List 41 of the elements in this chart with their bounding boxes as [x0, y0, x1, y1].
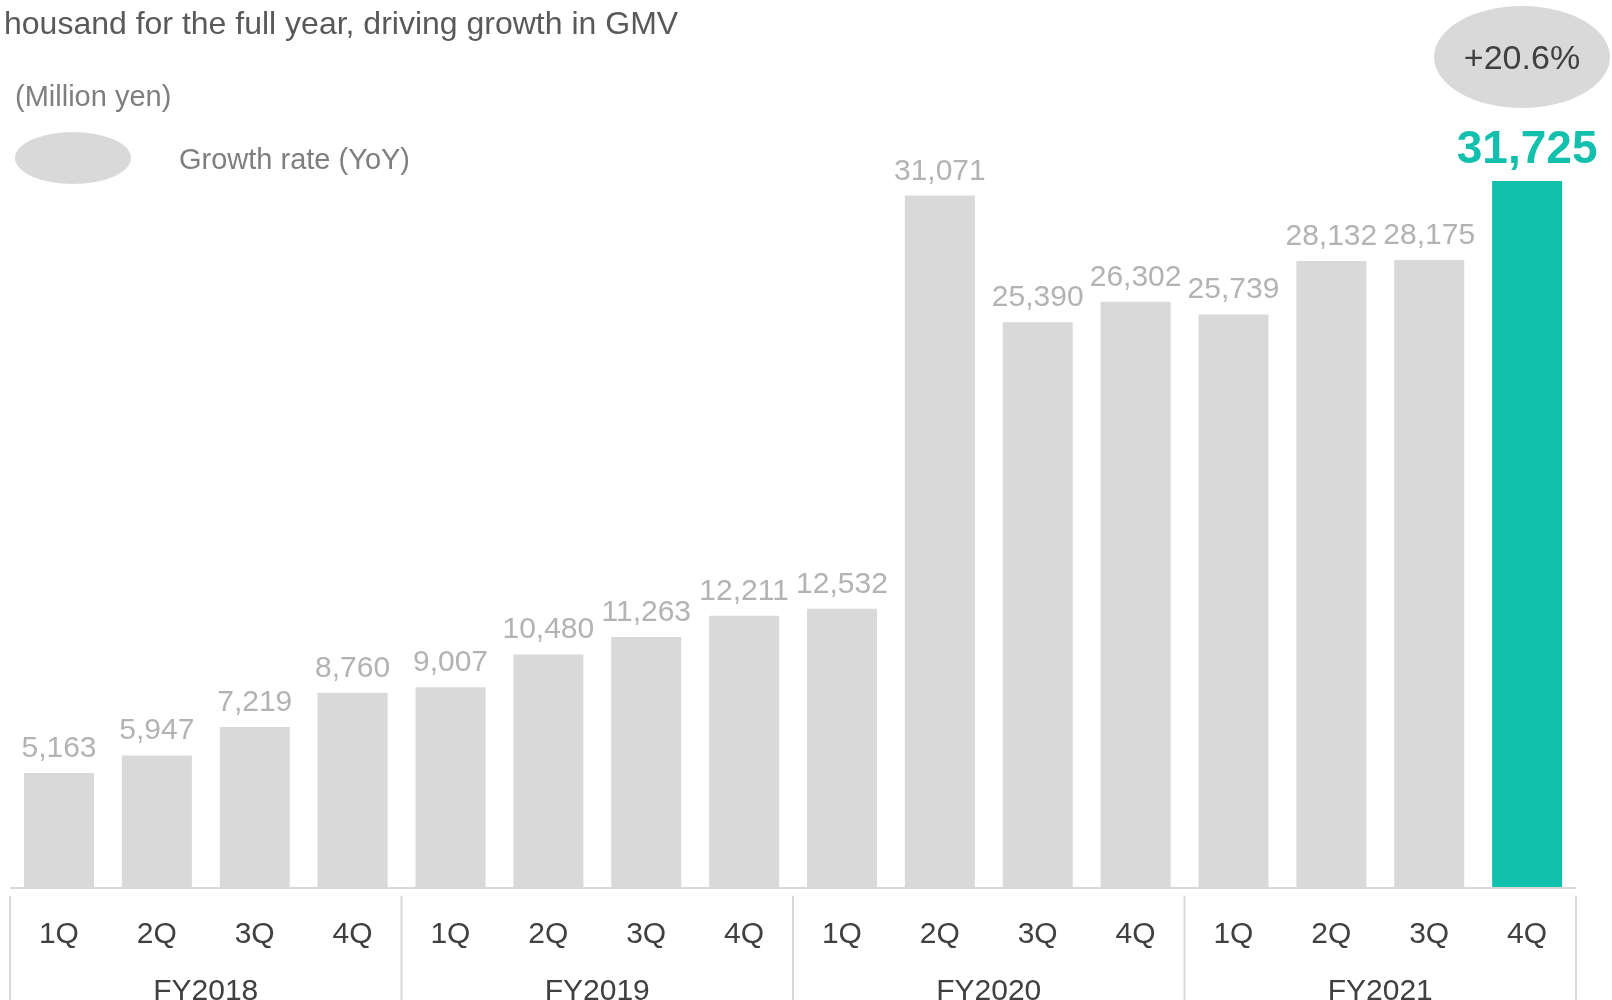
text: +20.6%	[1463, 38, 1581, 76]
data-label: 8,760	[315, 649, 391, 683]
x-tick-label: 4Q	[724, 916, 765, 949]
data-label: 25,739	[1187, 271, 1280, 305]
text: FY2021	[1327, 973, 1433, 1000]
data-label: 7,219	[217, 684, 293, 718]
data-label: 28,175	[1383, 217, 1476, 251]
x-tick-label: 2Q	[136, 916, 177, 949]
data-label: 31,071	[893, 152, 986, 186]
bar	[1492, 181, 1563, 888]
data-label: 5,947	[119, 712, 195, 746]
data-label: 31,725	[1456, 121, 1598, 173]
x-tick-label: 3Q	[234, 916, 275, 949]
data-label: 11,263	[601, 594, 692, 627]
x-tick-label: 4Q	[1507, 916, 1548, 949]
x-tick-label: 3Q	[626, 916, 667, 949]
data-label: 12,532	[796, 565, 888, 599]
data-label: 12,211	[699, 572, 789, 606]
text: Growth rate (YoY)	[179, 143, 411, 175]
x-tick-label: 2Q	[1311, 916, 1352, 949]
x-tick-label: 1Q	[821, 916, 862, 949]
text: FY2020	[936, 973, 1042, 1000]
x-tick-label: 3Q	[1409, 916, 1450, 949]
data-label: 28,132	[1285, 218, 1378, 252]
text: FY2018	[153, 973, 259, 1000]
x-tick-label: 1Q	[38, 916, 79, 949]
data-label: 10,480	[502, 611, 595, 645]
y-axis-title: (Million yen)	[15, 80, 172, 112]
x-tick-label: 1Q	[430, 916, 471, 949]
x-tick-label: 2Q	[919, 916, 960, 949]
x-tick-label: 4Q	[332, 916, 373, 949]
x-tick-label: 3Q	[1017, 916, 1058, 949]
text: FY2019	[544, 973, 650, 1000]
data-label: 26,302	[1089, 258, 1182, 292]
data-label: 25,390	[991, 279, 1084, 313]
x-tick-label: 4Q	[1115, 916, 1156, 949]
x-tick-label: 2Q	[528, 916, 569, 949]
data-label: 5,163	[21, 729, 97, 763]
data-label: 9,007	[412, 644, 489, 678]
chart-title: housand for the full year, driving growth in GMV	[4, 5, 679, 41]
x-tick-label: 1Q	[1213, 916, 1254, 949]
